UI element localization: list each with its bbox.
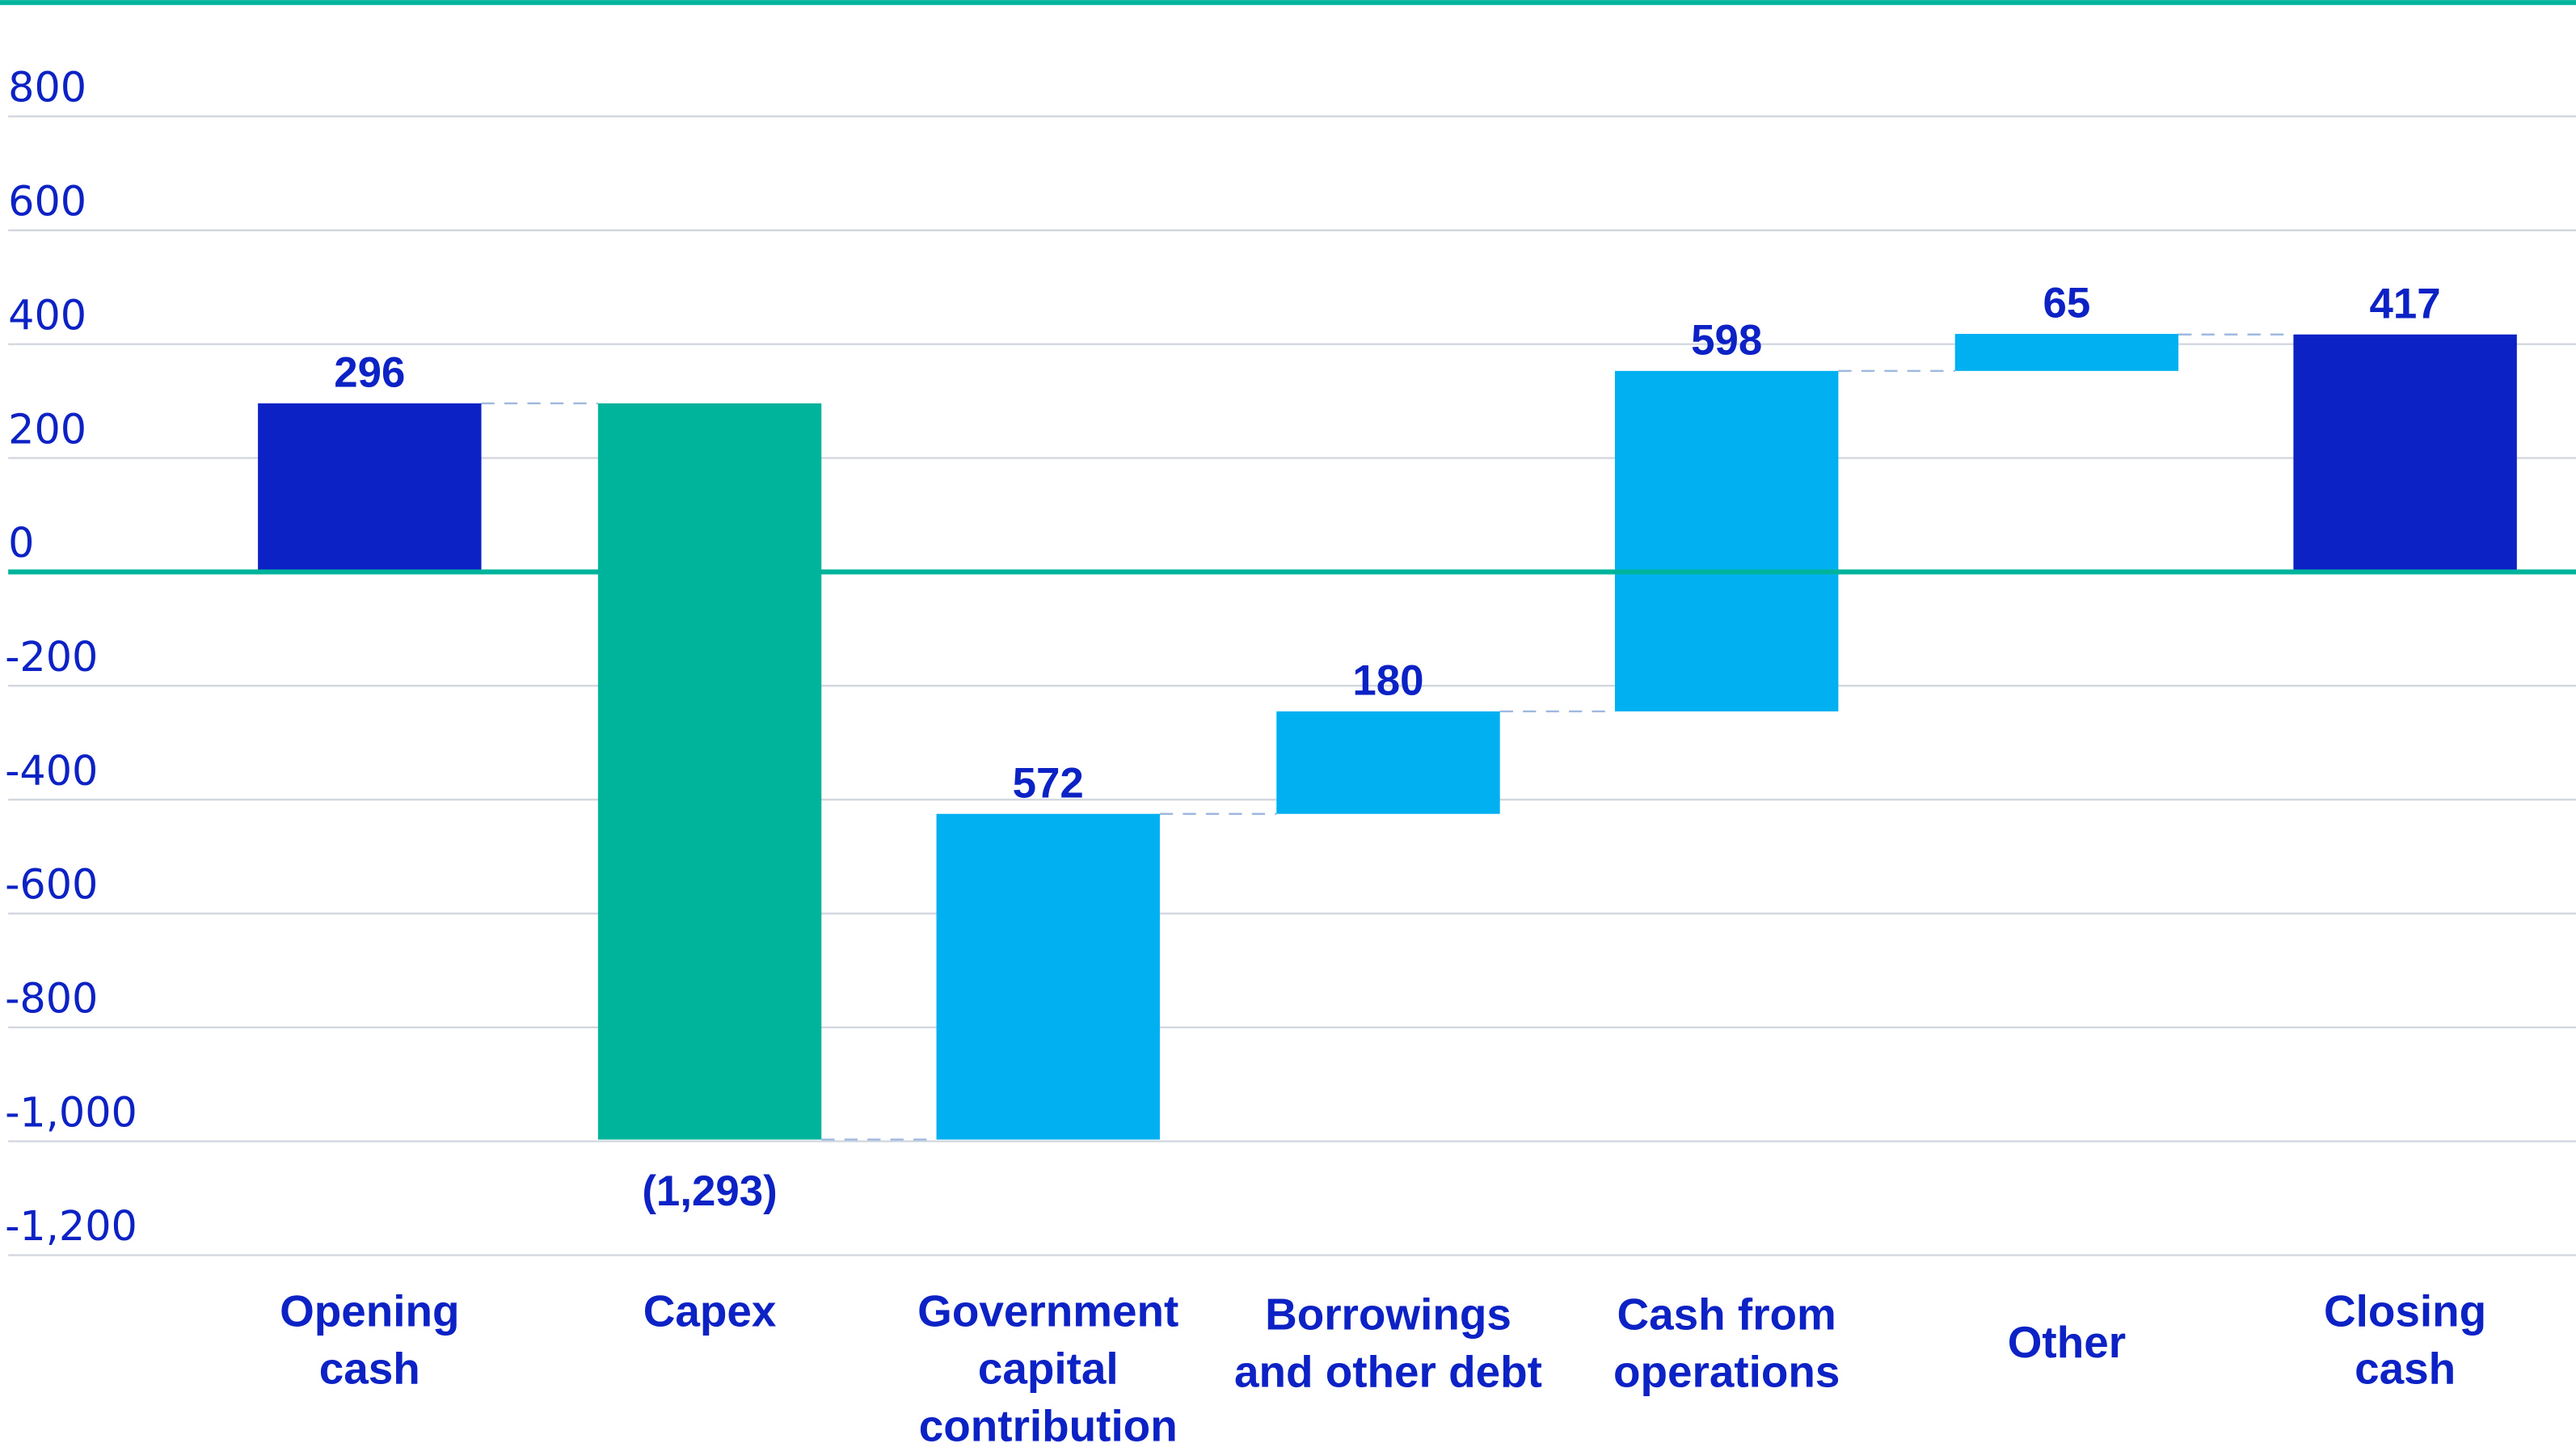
category-label-line: Government (917, 1285, 1178, 1336)
category-label-line: capital (978, 1343, 1119, 1393)
category-label-line: operations (1613, 1347, 1840, 1397)
category-label-line: Closing (2324, 1285, 2486, 1336)
data-label: 417 (2370, 280, 2441, 327)
category-label: Other (2008, 1317, 2126, 1367)
category-label: Opening cash (280, 1285, 459, 1393)
bar (1954, 334, 2179, 371)
category-label-line: Other (2008, 1317, 2126, 1367)
category-label-line: and other debt (1234, 1347, 1542, 1397)
bar (258, 403, 482, 572)
data-label: 296 (334, 349, 405, 397)
axis-lines (0, 0, 2576, 575)
category-label-line: cash (2355, 1343, 2456, 1393)
data-label: 572 (1013, 759, 1084, 807)
data-label: 65 (2043, 280, 2091, 327)
y-tick-label: 800 (8, 64, 86, 112)
y-tick-label: -200 (5, 633, 98, 681)
category-label-line: Borrowings (1265, 1289, 1511, 1339)
bar (1614, 370, 1839, 711)
bar (1276, 711, 1500, 814)
y-tick-label: 0 (8, 519, 34, 567)
category-label: Cash from operations (1613, 1289, 1840, 1396)
category-label-line: cash (319, 1343, 420, 1393)
y-tick-label: -1,200 (5, 1202, 137, 1250)
category-label-line: Capex (643, 1285, 777, 1336)
category-label-line: Cash from (1617, 1289, 1836, 1339)
category-label: Government capital contribution (917, 1285, 1178, 1450)
category-label-line: Opening (280, 1285, 459, 1336)
bar (597, 403, 822, 1140)
y-axis-ticks: 800 600 400 200 0 -200 -400 -600 -800 -1,000 -1,20… (5, 64, 137, 1251)
category-labels: Opening cash Capex Government capital contrib… (280, 1285, 2486, 1450)
y-tick-label: -800 (5, 975, 98, 1023)
category-label-line: contribution (919, 1401, 1178, 1451)
data-label: 180 (1352, 657, 1423, 705)
connectors (481, 333, 2294, 1141)
y-tick-label: 400 (8, 291, 86, 339)
category-label: Capex (643, 1285, 777, 1336)
bars (258, 334, 2517, 1140)
y-tick-label: 600 (8, 178, 86, 226)
data-label: 598 (1691, 316, 1762, 364)
data-labels: 296 (1,293) 572 180 598 65 417 (334, 280, 2440, 1215)
data-label: (1,293) (642, 1167, 777, 1215)
bar (2293, 334, 2517, 572)
y-tick-label: -400 (5, 747, 98, 795)
y-tick-label: -600 (5, 861, 98, 909)
gridlines (8, 115, 2576, 1256)
bar (936, 813, 1160, 1140)
category-label: Borrowings and other debt (1234, 1289, 1542, 1396)
category-label: Closing cash (2324, 1285, 2486, 1393)
y-tick-label: -1,000 (5, 1088, 137, 1136)
y-tick-label: 200 (8, 405, 86, 453)
